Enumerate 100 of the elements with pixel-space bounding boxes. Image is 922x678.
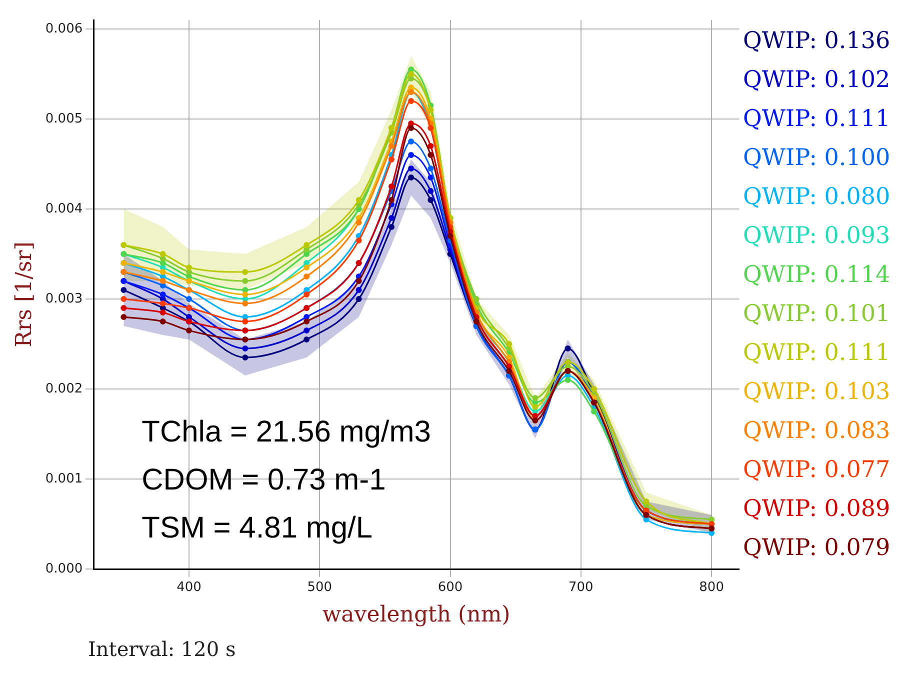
point — [160, 269, 166, 275]
point — [356, 296, 362, 302]
point — [408, 166, 414, 172]
point — [388, 184, 394, 190]
point — [356, 287, 362, 293]
x-tick-label: 800 — [699, 580, 724, 596]
point — [160, 278, 166, 284]
y-axis-title: Rrs [1/sr] — [12, 242, 37, 348]
point — [242, 318, 248, 324]
point — [160, 282, 166, 288]
point — [408, 84, 414, 90]
point — [388, 156, 394, 162]
series-label: QWIP: 0.089 — [743, 495, 892, 524]
point — [388, 197, 394, 203]
point — [428, 152, 434, 158]
y-tick-label: 0.003 — [45, 291, 83, 306]
point — [160, 251, 166, 257]
text: Interval: 120 s — [88, 637, 237, 661]
point — [160, 318, 166, 324]
point — [356, 238, 362, 244]
point — [506, 368, 512, 374]
annotation: CDOM = 0.73 m-1 — [142, 463, 386, 496]
point — [356, 197, 362, 203]
point — [506, 341, 512, 347]
point — [428, 188, 434, 194]
point — [356, 278, 362, 284]
point — [304, 264, 310, 270]
point — [304, 287, 310, 293]
point — [304, 314, 310, 320]
point — [532, 395, 538, 401]
point — [186, 314, 192, 320]
point — [643, 498, 650, 504]
point — [304, 251, 310, 257]
point — [408, 152, 414, 158]
point — [304, 292, 310, 298]
point — [408, 174, 414, 180]
text: QWIP: 0.114 — [743, 261, 892, 290]
point — [428, 166, 434, 172]
point — [408, 138, 414, 144]
point — [186, 328, 192, 334]
point — [408, 125, 414, 131]
y-tick-label: 0.005 — [45, 111, 83, 126]
point — [304, 260, 310, 266]
point — [242, 314, 248, 320]
text: QWIP: 0.083 — [743, 417, 892, 446]
point — [186, 296, 192, 302]
text: QWIP: 0.080 — [743, 183, 892, 212]
point — [120, 314, 127, 320]
point — [242, 287, 248, 293]
point — [120, 305, 127, 311]
x-axis-title: wavelength (nm) — [322, 602, 510, 628]
point — [160, 310, 166, 316]
text: QWIP: 0.093 — [743, 222, 892, 251]
point — [408, 76, 414, 82]
x-tick-label: 700 — [568, 580, 594, 596]
point — [304, 318, 310, 324]
point — [304, 246, 310, 252]
point — [304, 336, 310, 342]
point — [408, 98, 414, 104]
y-tick-label: 0.000 — [45, 561, 83, 576]
y-tick-label: 0.001 — [45, 471, 83, 486]
point — [120, 287, 127, 293]
point — [186, 269, 192, 275]
point — [447, 233, 454, 239]
point — [564, 346, 571, 352]
point — [242, 278, 248, 284]
text: QWIP: 0.111 — [743, 105, 892, 134]
point — [473, 296, 480, 302]
point — [473, 318, 480, 324]
point — [242, 292, 248, 298]
point — [388, 215, 394, 221]
point — [304, 242, 310, 248]
point — [428, 174, 434, 180]
text: QWIP: 0.101 — [743, 300, 892, 329]
point — [428, 143, 434, 149]
point — [388, 224, 394, 230]
point — [120, 296, 127, 302]
text: QWIP: 0.077 — [743, 456, 892, 485]
point — [242, 346, 248, 352]
point — [564, 377, 571, 383]
x-tick-label: 400 — [176, 580, 202, 596]
point — [186, 264, 192, 270]
y-tick-label: 0.004 — [45, 201, 83, 216]
point — [428, 197, 434, 203]
y-tick-label: 0.006 — [45, 21, 83, 36]
point — [304, 274, 310, 280]
point — [160, 256, 166, 262]
point — [304, 328, 310, 334]
y-tick-label: 0.002 — [45, 381, 83, 396]
annotation: TChla = 21.56 mg/m3 — [142, 415, 431, 448]
point — [242, 269, 248, 275]
text: QWIP: 0.100 — [743, 144, 892, 173]
point — [242, 354, 248, 360]
point — [408, 120, 414, 126]
point — [708, 516, 715, 522]
point — [160, 260, 166, 266]
point — [388, 143, 394, 149]
point — [160, 292, 166, 298]
point — [590, 408, 597, 414]
point — [708, 530, 715, 536]
